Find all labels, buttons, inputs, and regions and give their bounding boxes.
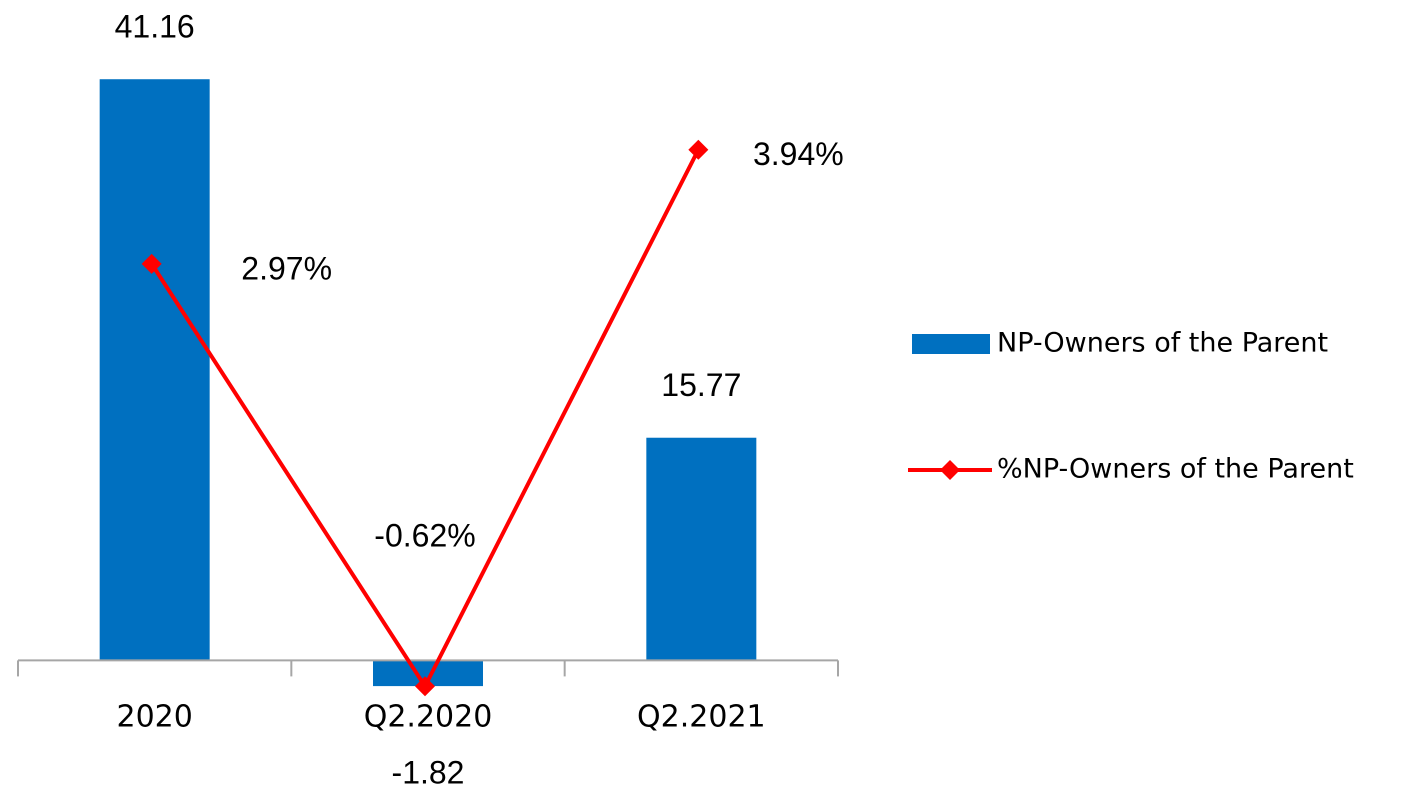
legend-marker: [940, 460, 960, 480]
legend-swatch: [912, 334, 990, 354]
legend-label: %NP-Owners of the Parent: [997, 454, 1354, 485]
data-label: -1.82: [392, 754, 465, 790]
data-label: 3.94%: [753, 136, 844, 172]
bar: [99, 79, 210, 661]
marker: [415, 676, 435, 697]
legend-label: NP-Owners of the Parent: [997, 328, 1328, 359]
data-label: 15.77: [661, 367, 741, 403]
x-tick-label: 2020: [116, 700, 192, 735]
data-label: -0.62%: [374, 518, 475, 554]
x-tick-label: Q2.2021: [637, 700, 766, 735]
marker: [688, 139, 709, 160]
data-label: 2.97%: [241, 250, 332, 286]
x-tick-label: Q2.2020: [364, 700, 493, 735]
data-label: 41.16: [115, 9, 195, 45]
marker: [141, 253, 162, 274]
line: [149, 148, 701, 691]
bar: [646, 437, 757, 661]
